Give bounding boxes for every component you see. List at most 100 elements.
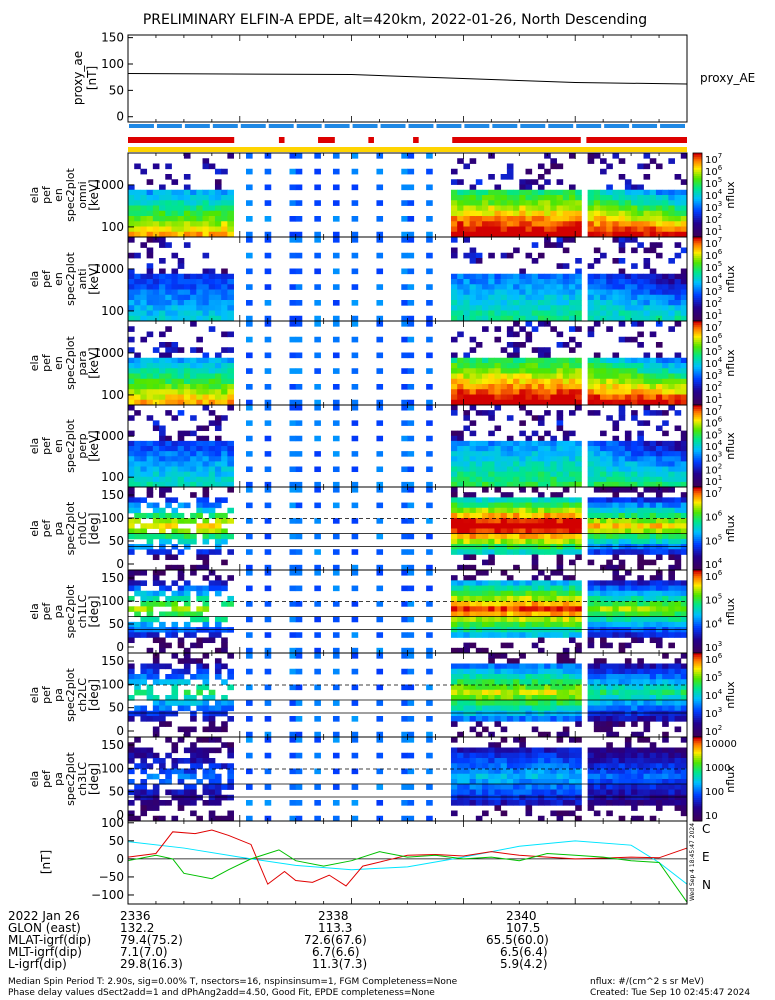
heat-cell: [332, 352, 340, 359]
heat-cell: [482, 716, 489, 722]
heat-cell: [500, 399, 508, 406]
heat-cell: [134, 684, 141, 691]
heat-cell: [463, 357, 471, 364]
heat-cell: [618, 221, 626, 227]
heat-cell: [159, 221, 166, 227]
heat-cell: [649, 273, 657, 280]
heat-cell: [426, 184, 433, 191]
heat-cell: [214, 580, 222, 586]
heat-cell: [159, 700, 166, 706]
heat-cell: [649, 611, 657, 618]
heat-cell: [128, 430, 135, 437]
heat-cell: [227, 471, 234, 478]
y-axis-label-line: ela: [28, 271, 41, 288]
heat-cell: [612, 590, 620, 597]
heat-cell: [668, 481, 675, 488]
colorbar-cell: [693, 255, 702, 259]
heat-cell: [668, 590, 675, 597]
heat-cell: [295, 368, 303, 374]
heat-cell: [562, 289, 570, 296]
heat-cell: [668, 595, 675, 602]
heat-cell: [214, 476, 222, 483]
heat-cell: [450, 716, 458, 722]
heat-cell: [506, 168, 514, 175]
heat-cell: [221, 315, 228, 322]
heat-cell: [544, 497, 551, 503]
heat-cell: [426, 487, 433, 493]
heat-cell: [208, 632, 216, 638]
heat-cell: [475, 481, 483, 488]
heat-cell: [134, 410, 141, 416]
heat-cell: [624, 502, 632, 509]
colorbar-cell: [693, 640, 702, 644]
heat-cell: [214, 394, 222, 401]
heat-cell: [475, 258, 483, 264]
heat-cell: [674, 310, 682, 317]
colorbar-cell: [693, 363, 702, 366]
heat-cell: [525, 528, 533, 535]
heat-cell: [575, 507, 582, 514]
heat-cell: [668, 642, 675, 649]
heat-cell: [649, 368, 657, 374]
heat-cell: [562, 384, 570, 390]
heat-cell: [531, 461, 539, 467]
heat-cell: [488, 394, 495, 401]
heat-cell: [655, 554, 663, 561]
heat-cell: [426, 570, 433, 576]
heat-cell: [165, 451, 172, 457]
heat-cell: [525, 373, 533, 380]
colorbar-cell: [693, 306, 702, 309]
heat-cell: [351, 168, 359, 175]
heat-cell: [450, 195, 458, 201]
colorbar-cell: [693, 243, 702, 246]
yellow-bar: [128, 147, 687, 152]
heat-cell: [177, 258, 185, 264]
heat-cell: [488, 497, 495, 503]
heat-cell: [643, 632, 651, 638]
heat-cell: [128, 523, 135, 529]
colorbar-cell: [693, 441, 702, 445]
heat-cell: [227, 518, 234, 524]
heat-cell: [525, 601, 533, 607]
heat-cell: [289, 684, 297, 691]
heat-cell: [196, 507, 203, 514]
heat-cell: [631, 466, 638, 473]
heat-cell: [152, 726, 160, 733]
heat-cell: [171, 368, 179, 374]
heat-cell: [531, 242, 539, 248]
heat-cell: [314, 632, 321, 638]
heat-cell: [531, 368, 539, 374]
heat-cell: [668, 440, 675, 447]
heat-cell: [662, 294, 669, 301]
heat-cell: [469, 394, 477, 401]
heat-cell: [587, 518, 595, 524]
heat-cell: [655, 410, 663, 416]
heat-cell: [457, 710, 464, 717]
status-bars: [128, 124, 687, 152]
y-tick: 100: [101, 470, 124, 484]
heat-cell: [332, 502, 340, 509]
heat-cell: [482, 440, 489, 447]
heat-cell: [500, 616, 508, 623]
heat-cell: [500, 279, 508, 285]
heat-cell: [624, 368, 632, 374]
heat-cell: [568, 440, 576, 447]
heat-cell: [525, 179, 533, 185]
heat-cell: [463, 642, 471, 649]
heat-cell: [568, 289, 576, 296]
heat-cell: [214, 373, 222, 380]
heat-cell: [332, 716, 340, 722]
heat-cell: [513, 481, 520, 488]
heat-cell: [575, 342, 582, 348]
heat-cell: [680, 363, 688, 369]
colorbar-label: nflux: [724, 349, 737, 377]
heat-cell: [159, 523, 166, 529]
heat-cell: [506, 621, 514, 628]
heat-cell: [537, 378, 545, 385]
heat-cell: [488, 705, 495, 712]
heat-cell: [655, 621, 663, 628]
heat-cell: [450, 533, 458, 540]
heat-cell: [152, 420, 160, 426]
heat-cell: [401, 716, 408, 722]
heat-cell: [165, 305, 172, 311]
